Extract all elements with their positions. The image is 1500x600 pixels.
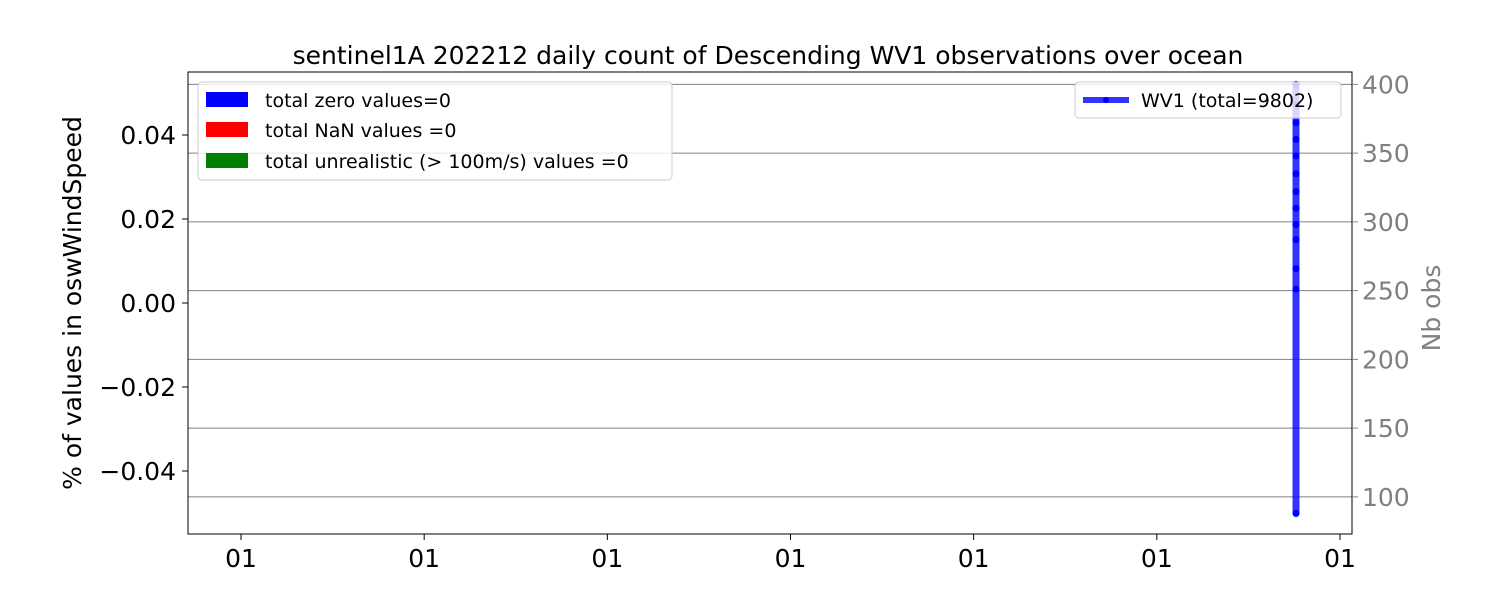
x-tick-label: 01 (591, 544, 623, 573)
right-tick-label: 350 (1362, 139, 1410, 168)
legend-label-unrealistic: total unrealistic (> 100m/s) values =0 (265, 151, 629, 173)
legend-swatch-zero (206, 92, 248, 107)
left-tick-label: −0.02 (99, 373, 176, 402)
series-point-wv1 (1292, 236, 1300, 244)
legend-right: WV1 (total=9802) (1074, 81, 1342, 119)
legend-left-frame (197, 81, 673, 181)
legend-left: total zero values=0 total NaN values =0 … (197, 81, 673, 181)
y-axis-label-left: % of values in oswWindSpeed (58, 116, 87, 490)
series-point-wv1 (1292, 170, 1300, 178)
x-tick-label: 01 (225, 544, 257, 573)
right-tick-label: 400 (1362, 70, 1410, 99)
x-tick-label: 01 (408, 544, 440, 573)
right-tick-label: 100 (1362, 483, 1410, 512)
series-layer (1292, 80, 1300, 517)
x-tick-label: 01 (775, 544, 807, 573)
right-tick-label: 300 (1362, 208, 1410, 237)
series-point-wv1 (1292, 285, 1300, 293)
series-point-wv1 (1292, 265, 1300, 273)
legend-label-wv1: WV1 (total=9802) (1141, 90, 1313, 112)
legend-label-zero: total zero values=0 (265, 90, 451, 112)
right-tick-label: 150 (1362, 414, 1410, 443)
legend-label-nan: total NaN values =0 (265, 120, 456, 142)
x-tick-label: 01 (958, 544, 990, 573)
chart-title: sentinel1A 202212 daily count of Descend… (293, 41, 1244, 70)
series-point-wv1 (1292, 221, 1300, 229)
left-tick-label: 0.04 (120, 121, 176, 150)
legend-swatch-unrealistic (206, 153, 248, 168)
x-axis-ticks: 01 01 01 01 01 01 01 (225, 534, 1356, 573)
right-tick-label: 200 (1362, 345, 1410, 374)
x-tick-label: 01 (1324, 544, 1356, 573)
left-tick-label: −0.04 (99, 457, 176, 486)
y-axis-label-right: Nb obs (1417, 265, 1446, 352)
right-tick-label: 250 (1362, 277, 1410, 306)
series-point-wv1 (1292, 135, 1300, 143)
legend-marker-wv1 (1103, 97, 1109, 103)
left-tick-label: 0.00 (120, 289, 176, 318)
legend-swatch-nan (206, 122, 248, 137)
series-point-wv1 (1292, 204, 1300, 212)
series-point-wv1 (1292, 509, 1300, 517)
left-tick-label: 0.02 (120, 205, 176, 234)
left-axis-ticks: 0.04 0.02 0.00 −0.02 −0.04 (99, 121, 188, 486)
x-tick-label: 01 (1141, 544, 1173, 573)
series-point-wv1 (1292, 119, 1300, 127)
series-point-wv1 (1292, 152, 1300, 160)
legend-right-frame (1074, 81, 1342, 119)
series-point-wv1 (1292, 188, 1300, 196)
right-axis-ticks: 400 350 300 250 200 150 100 (1352, 70, 1410, 512)
